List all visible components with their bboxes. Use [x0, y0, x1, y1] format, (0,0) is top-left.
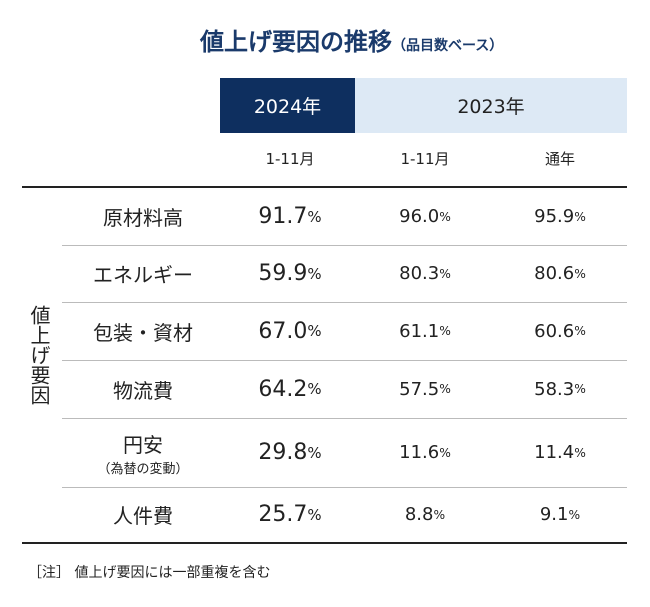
value-cell: 80.6% [534, 263, 586, 284]
value-cell: 80.3% [399, 263, 451, 284]
row-label: 円安 [123, 432, 163, 457]
row-label-cell: 包装・資材 [70, 302, 216, 360]
row-label-cell: 原材料高 [70, 188, 216, 245]
row-label: 包装・資材 [93, 320, 193, 345]
note: ［注］ 値上げ要因には一部重複を含む [28, 565, 271, 581]
row-label: 人件費 [113, 504, 173, 528]
row-label: 原材料高 [103, 206, 183, 230]
value-cell: 60.6% [534, 320, 586, 342]
value-cell: 29.8% [258, 440, 322, 465]
row-separator [62, 245, 627, 246]
value-cell: 57.5% [399, 378, 451, 400]
row-separator [62, 302, 627, 303]
row-label-cell: エネルギー [70, 245, 216, 302]
year-header: 2024年 [220, 78, 355, 133]
row-label-cell: 物流費 [70, 360, 216, 418]
year-header: 2023年 [355, 78, 627, 133]
row-label-cell: 円安 （為替の変動） [70, 418, 216, 487]
row-label: 物流費 [113, 378, 173, 403]
value-cell: 11.4% [534, 442, 586, 463]
subtitle: （品目数ベース） [392, 38, 504, 54]
period-header: 通年 [544, 150, 575, 168]
value-cell: 59.9% [258, 261, 322, 286]
row-label: エネルギー [93, 263, 193, 287]
value-cell: 95.9% [534, 206, 586, 227]
bottom-rule [22, 542, 627, 544]
value-cell: 8.8% [404, 504, 446, 525]
row-label-cell: 人件費 [70, 487, 216, 542]
value-cell: 61.1% [399, 320, 451, 342]
value-cell: 64.2% [258, 376, 322, 402]
value-cell: 67.0% [258, 318, 322, 344]
row-sublabel: （為替の変動） [97, 461, 189, 477]
value-cell: 11.6% [399, 442, 451, 463]
value-cell: 58.3% [534, 378, 586, 400]
row-separator [62, 360, 627, 361]
value-cell: 9.1% [539, 504, 581, 525]
top-rule [22, 186, 627, 188]
title: 値上げ要因の推移 [200, 28, 392, 56]
value-cell: 91.7% [258, 204, 322, 229]
value-cell: 25.7% [258, 502, 322, 527]
title-block: 値上げ要因の推移（品目数ベース） [200, 22, 503, 57]
period-header: 1-11月 [400, 150, 450, 168]
group-label: 値上げ要因 [27, 305, 51, 405]
row-separator [62, 418, 627, 419]
row-separator [62, 487, 627, 488]
period-header: 1-11月 [265, 150, 315, 168]
value-cell: 96.0% [399, 206, 451, 227]
